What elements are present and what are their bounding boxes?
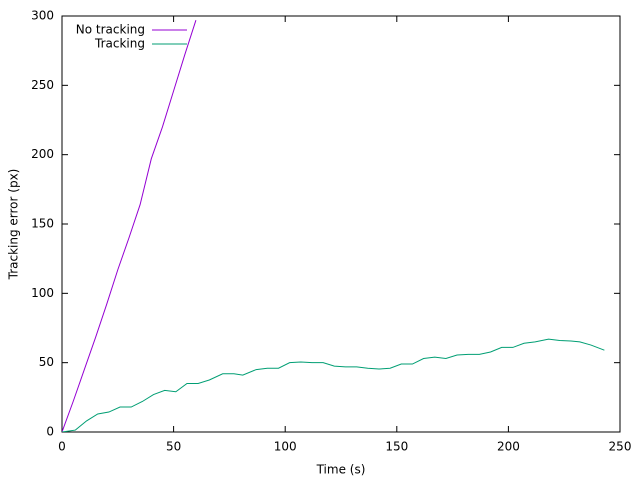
x-tick-label: 200 — [497, 440, 520, 454]
y-tick-label: 250 — [31, 78, 54, 92]
y-axis-label: Tracking error (px) — [7, 169, 21, 281]
y-tick-label: 100 — [31, 286, 54, 300]
x-tick-label: 150 — [385, 440, 408, 454]
x-tick-label: 100 — [274, 440, 297, 454]
y-tick-label: 200 — [31, 147, 54, 161]
legend-label: No tracking — [76, 23, 145, 37]
x-tick-label: 0 — [58, 440, 66, 454]
x-tick-label: 250 — [609, 440, 632, 454]
y-tick-label: 0 — [46, 425, 54, 439]
x-axis-label: Time (s) — [316, 463, 366, 477]
series-line — [62, 20, 197, 432]
y-tick-label: 50 — [39, 355, 54, 369]
series-line — [62, 338, 605, 432]
x-tick-label: 50 — [166, 440, 181, 454]
y-tick-label: 300 — [31, 9, 54, 23]
legend-label: Tracking — [94, 37, 145, 51]
plot-border — [61, 15, 621, 433]
y-tick-label: 150 — [31, 217, 54, 231]
